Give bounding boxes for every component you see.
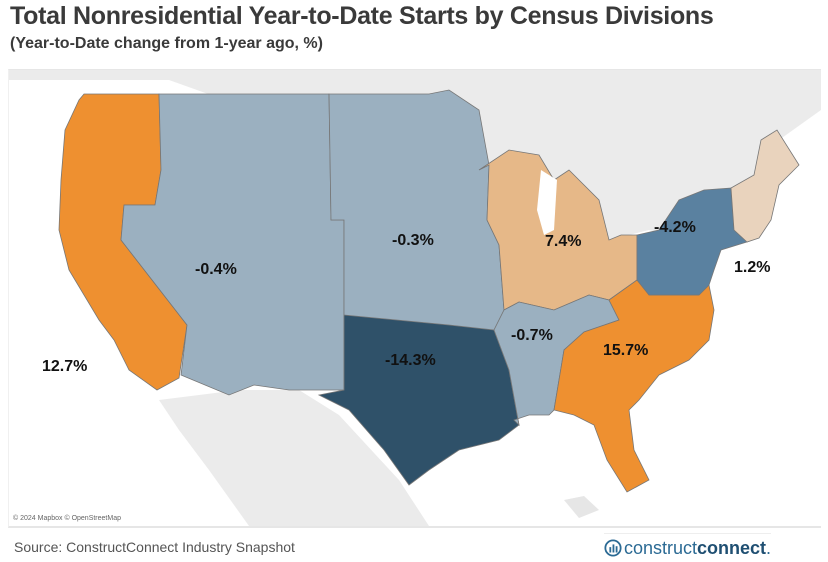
logo-text-construct: construct bbox=[624, 537, 698, 558]
label-mountain: -0.4% bbox=[195, 261, 237, 278]
cuba-land bbox=[564, 496, 599, 518]
label-west-north-central: -0.3% bbox=[392, 232, 434, 249]
label-pacific: 12.7% bbox=[42, 358, 88, 375]
lake-michigan bbox=[537, 170, 557, 235]
division-middle-atlantic[interactable] bbox=[636, 187, 748, 296]
division-west-north-central[interactable] bbox=[328, 89, 505, 331]
constructconnect-logo: construct connect. bbox=[604, 533, 772, 560]
chart-title: Total Nonresidential Year-to-Date Starts… bbox=[10, 2, 714, 30]
division-new-england[interactable] bbox=[730, 129, 800, 243]
label-east-south-central: -0.7% bbox=[511, 327, 553, 344]
logo-text-connect: connect bbox=[697, 537, 767, 558]
logo-dot: . bbox=[766, 537, 772, 558]
label-new-england: 1.2% bbox=[734, 259, 771, 276]
map-attribution[interactable]: © 2024 Mapbox © OpenStreetMap bbox=[13, 515, 121, 522]
logo-icon bbox=[604, 539, 622, 557]
label-east-north-central: 7.4% bbox=[545, 233, 582, 250]
label-west-south-central: -14.3% bbox=[385, 352, 436, 369]
map-svg bbox=[9, 70, 821, 526]
canada-land bbox=[9, 70, 821, 280]
source-note: Source: ConstructConnect Industry Snapsh… bbox=[14, 539, 295, 555]
chart-subtitle: (Year-to-Date change from 1-year ago, %) bbox=[10, 35, 323, 52]
label-south-atlantic: 15.7% bbox=[603, 342, 649, 359]
label-middle-atlantic: -4.2% bbox=[654, 219, 696, 236]
mexico-land bbox=[159, 390, 429, 526]
map-container[interactable]: © 2024 Mapbox © OpenStreetMap bbox=[8, 69, 821, 528]
